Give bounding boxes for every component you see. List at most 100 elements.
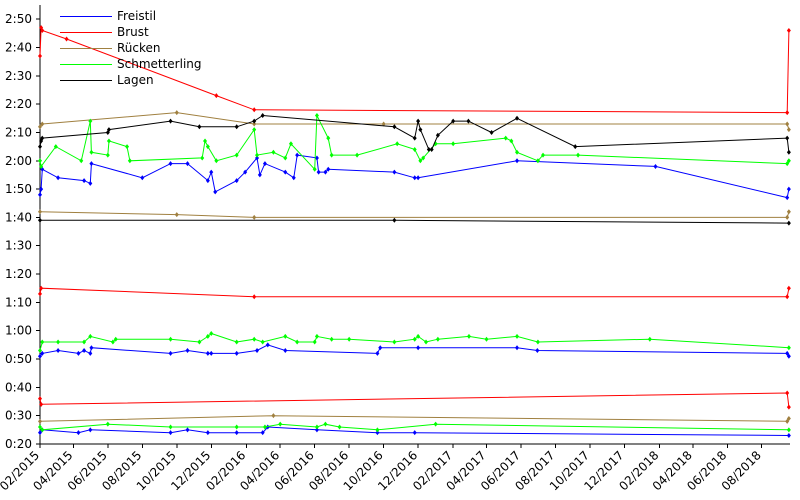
data-point xyxy=(140,175,145,181)
data-point xyxy=(257,172,262,178)
y-tick-label: 0:40 xyxy=(5,380,32,394)
data-point xyxy=(395,141,400,147)
data-point xyxy=(38,348,42,354)
data-point xyxy=(252,294,257,300)
y-tick-label: 0:30 xyxy=(5,409,32,423)
data-point xyxy=(234,424,239,430)
data-point xyxy=(125,144,130,150)
data-point xyxy=(197,339,202,345)
data-point xyxy=(38,424,42,430)
data-point xyxy=(786,404,791,410)
data-point xyxy=(418,127,423,133)
data-point xyxy=(412,336,417,342)
legend-swatch xyxy=(60,32,112,33)
y-tick-label: 1:10 xyxy=(5,295,32,309)
data-point xyxy=(375,350,380,356)
data-point xyxy=(56,175,61,181)
data-point xyxy=(421,155,426,161)
data-point xyxy=(416,118,421,124)
y-tick-label: 2:40 xyxy=(5,40,32,54)
data-point xyxy=(38,192,42,198)
series-ruecken xyxy=(38,110,791,424)
data-point xyxy=(786,345,791,351)
data-point xyxy=(88,118,93,124)
data-point xyxy=(378,345,383,351)
data-point xyxy=(381,121,386,127)
series-line xyxy=(39,415,790,422)
data-point xyxy=(38,53,42,59)
data-point xyxy=(466,118,471,124)
data-point xyxy=(213,189,218,195)
data-point xyxy=(252,107,257,113)
data-point xyxy=(316,169,321,175)
data-point xyxy=(262,161,267,167)
data-point xyxy=(40,27,45,33)
data-point xyxy=(424,339,429,345)
data-point xyxy=(433,421,438,427)
data-point xyxy=(515,345,520,351)
data-point xyxy=(209,331,214,337)
data-point xyxy=(271,413,276,419)
data-point xyxy=(786,433,791,439)
data-point xyxy=(314,424,319,430)
series-line xyxy=(39,211,790,218)
data-point xyxy=(205,144,210,150)
data-point xyxy=(786,416,791,422)
data-point xyxy=(283,348,288,354)
data-point xyxy=(573,144,578,150)
data-point xyxy=(252,121,257,127)
data-point xyxy=(435,336,440,342)
data-point xyxy=(785,390,790,396)
data-point xyxy=(484,336,489,342)
data-point xyxy=(326,135,331,141)
data-point xyxy=(412,175,417,181)
data-point xyxy=(329,336,334,342)
y-tick-label: 0:20 xyxy=(5,437,32,451)
data-point xyxy=(451,141,456,147)
data-point xyxy=(265,424,270,430)
data-point xyxy=(255,348,260,354)
y-tick-label: 1:20 xyxy=(5,267,32,281)
data-point xyxy=(89,161,94,167)
legend-swatch xyxy=(60,80,112,81)
data-point xyxy=(185,161,190,167)
series-brust xyxy=(38,25,791,410)
data-point xyxy=(392,124,397,130)
data-point xyxy=(40,350,45,356)
data-point xyxy=(39,138,44,144)
data-point xyxy=(205,350,210,356)
data-point xyxy=(347,336,352,342)
data-point xyxy=(88,427,93,433)
y-tick-label: 1:40 xyxy=(5,210,32,224)
data-point xyxy=(786,149,791,155)
data-point xyxy=(40,427,45,433)
data-point xyxy=(88,333,93,339)
y-tick-label: 2:30 xyxy=(5,69,32,83)
data-point xyxy=(38,430,42,436)
data-point xyxy=(38,144,42,150)
data-point xyxy=(323,421,328,427)
data-point xyxy=(79,158,84,164)
data-point xyxy=(168,118,173,124)
series-line xyxy=(40,219,789,224)
data-point xyxy=(647,336,652,342)
data-point xyxy=(209,350,214,356)
data-point xyxy=(283,169,288,175)
data-point xyxy=(314,155,319,161)
data-point xyxy=(105,421,110,427)
series-line xyxy=(39,114,790,153)
data-point xyxy=(535,348,540,354)
data-point xyxy=(38,353,42,359)
data-point xyxy=(392,217,397,223)
data-point xyxy=(412,135,417,141)
data-point xyxy=(541,152,546,158)
data-point xyxy=(38,396,42,402)
data-point xyxy=(168,161,173,167)
y-tick-label: 1:00 xyxy=(5,324,32,338)
data-point xyxy=(127,158,132,164)
series-lagen xyxy=(38,112,791,226)
legend-swatch xyxy=(60,16,112,17)
data-point xyxy=(412,146,417,152)
y-tick-label: 1:30 xyxy=(5,239,32,253)
data-point xyxy=(106,138,111,144)
